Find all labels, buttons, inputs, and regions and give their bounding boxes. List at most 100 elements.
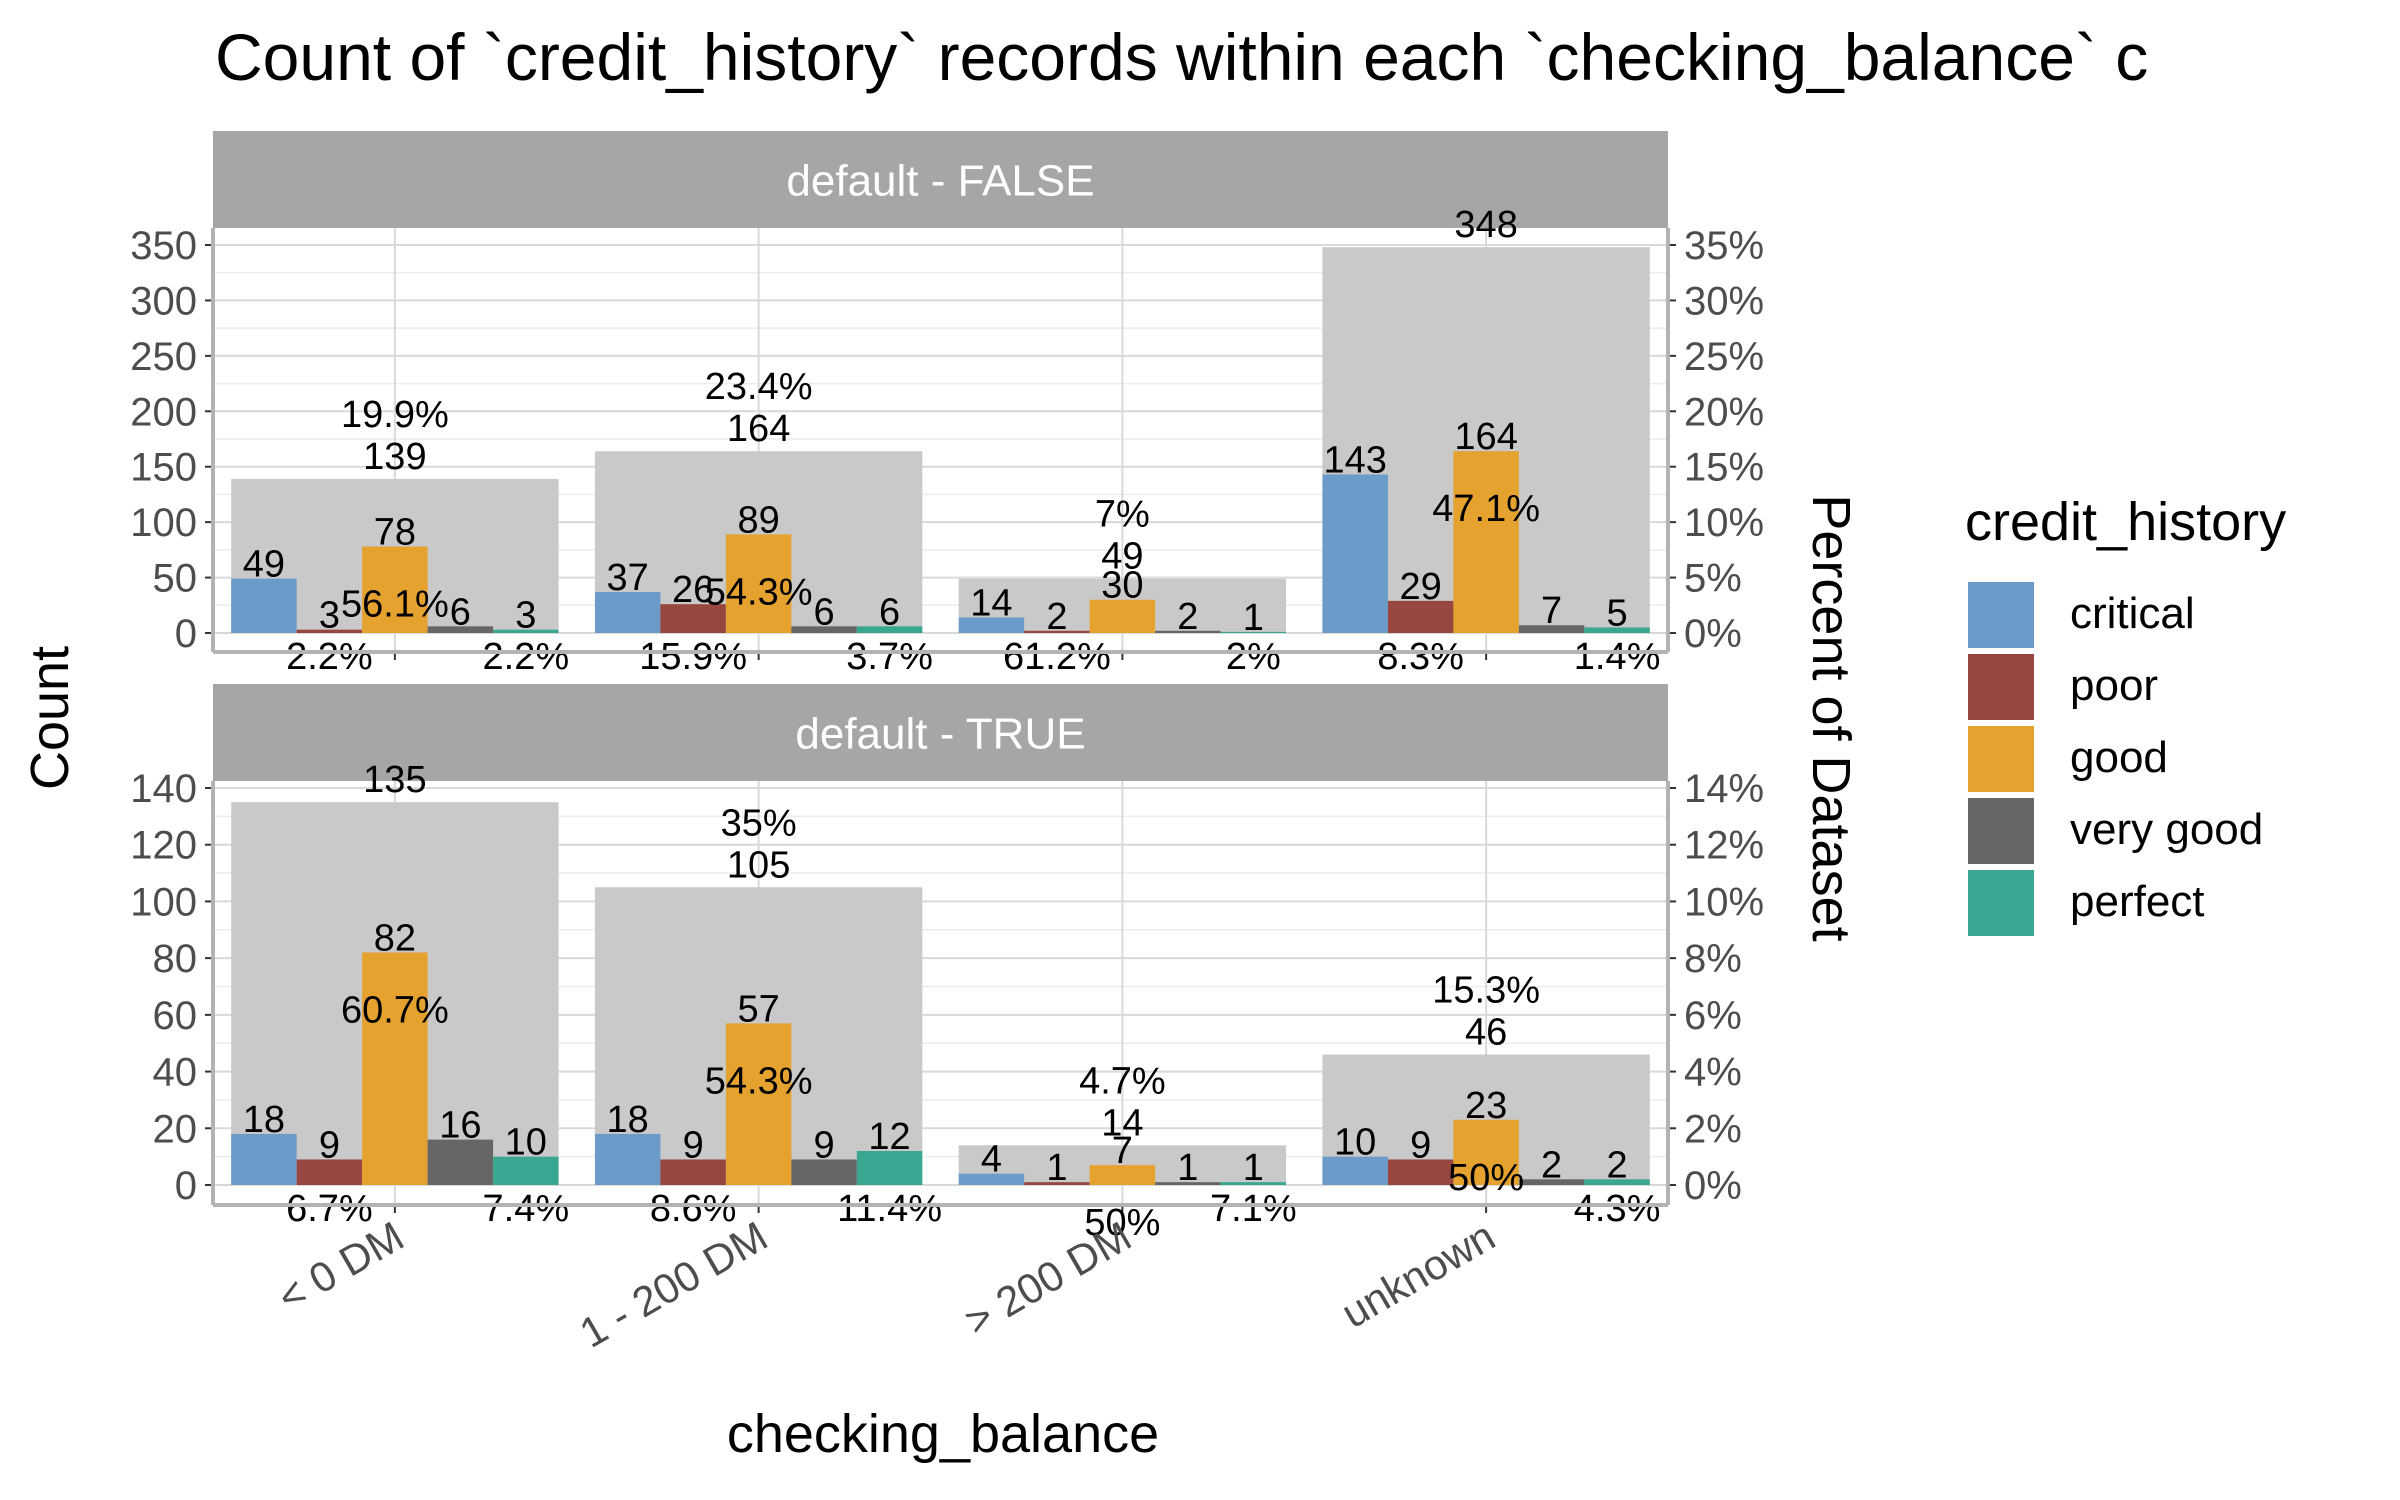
bar-very-good-0-dm bbox=[427, 1139, 494, 1185]
y-axis-label: Count bbox=[20, 646, 80, 790]
bar-count-label: 37 bbox=[607, 557, 649, 599]
y2-tick-label: 12% bbox=[1684, 824, 1764, 868]
bar-critical-1-200-dm bbox=[594, 1133, 661, 1185]
y-tick-label: 60 bbox=[153, 994, 198, 1038]
bar-percent-label: 54.3% bbox=[705, 571, 813, 613]
total-percent-label: 15.3% bbox=[1432, 970, 1540, 1012]
bar-count-label: 7 bbox=[1541, 590, 1562, 632]
bar-count-label: 29 bbox=[1400, 566, 1442, 608]
legend-item-critical: critical bbox=[1968, 582, 2195, 648]
total-percent-label: 4.7% bbox=[1079, 1060, 1166, 1102]
total-percent-label: 23.4% bbox=[705, 366, 813, 408]
bar-percent-label: 56.1% bbox=[341, 584, 449, 626]
bar-count-label: 9 bbox=[683, 1124, 704, 1166]
bar-good-unknown bbox=[1453, 1119, 1519, 1185]
bar-count-label: 6 bbox=[879, 591, 900, 633]
y-tick-label: 300 bbox=[130, 279, 197, 323]
y-tick-label: 150 bbox=[130, 446, 197, 490]
y-tick-label: 20 bbox=[153, 1107, 198, 1151]
total-count-label: 164 bbox=[727, 408, 790, 450]
panel-default-true: default - TRUE 0 0% 20 2% 40 4% 60 6% 80 8% 100 10% 1… bbox=[130, 684, 1764, 1244]
y2-tick-label: 20% bbox=[1684, 390, 1764, 434]
bar-count-label: 164 bbox=[1454, 416, 1517, 458]
legend-item-perfect: perfect bbox=[1968, 870, 2205, 936]
bars bbox=[231, 247, 1650, 633]
panel-strip bbox=[213, 684, 1668, 781]
legend-item-poor: poor bbox=[1968, 654, 2158, 720]
total-count-label: 135 bbox=[363, 759, 426, 801]
bar-critical-unknown bbox=[1322, 1156, 1388, 1185]
legend-item-very-good: very good bbox=[1968, 798, 2263, 864]
y-tick-label: 50 bbox=[153, 557, 198, 601]
total-percent-label: 19.9% bbox=[341, 394, 449, 436]
legend-swatch bbox=[1968, 798, 2034, 864]
y-tick-label: 350 bbox=[130, 224, 197, 268]
bar-very-good-unknown bbox=[1518, 1179, 1585, 1185]
bar-count-label: 3 bbox=[515, 595, 536, 637]
bar-count-label: 3 bbox=[319, 595, 340, 637]
legend-label: critical bbox=[2070, 589, 2195, 638]
panel-strip bbox=[213, 131, 1668, 228]
bar-count-label: 9 bbox=[814, 1124, 835, 1166]
y-tick-label: 100 bbox=[130, 501, 197, 545]
bar-perfect-200-dm bbox=[1220, 631, 1287, 633]
bar-count-label: 16 bbox=[439, 1105, 481, 1147]
bar-perfect-1-200-dm bbox=[856, 626, 923, 633]
legend-swatch bbox=[1968, 726, 2034, 792]
y-tick-label: 80 bbox=[153, 937, 198, 981]
bar-count-label: 9 bbox=[319, 1124, 340, 1166]
legend: critical poor good very good perfect bbox=[1968, 582, 2263, 936]
y2-tick-label: 2% bbox=[1684, 1107, 1742, 1151]
bar-poor-0-dm bbox=[296, 629, 363, 633]
y-tick-label: 250 bbox=[130, 335, 197, 379]
y-tick-label: 0 bbox=[175, 612, 197, 656]
bar-percent-label: 8.6% bbox=[650, 1188, 737, 1230]
bar-poor-1-200-dm bbox=[660, 1159, 726, 1185]
bar-poor-0-dm bbox=[296, 1159, 363, 1185]
bar-good-0-dm bbox=[362, 546, 428, 633]
bar-percent-label: 54.3% bbox=[705, 1060, 813, 1102]
bar-good-unknown bbox=[1453, 451, 1519, 633]
bar-count-label: 1 bbox=[1243, 1147, 1264, 1189]
bar-count-label: 30 bbox=[1101, 565, 1143, 607]
bar-percent-label: 8.3% bbox=[1377, 636, 1464, 678]
bar-count-label: 4 bbox=[981, 1139, 1002, 1181]
bar-perfect-0-dm bbox=[493, 629, 559, 633]
y2-tick-label: 30% bbox=[1684, 279, 1764, 323]
bar-critical-unknown bbox=[1322, 474, 1388, 633]
bar-count-label: 78 bbox=[374, 512, 416, 554]
total-count-label: 139 bbox=[363, 436, 426, 478]
bar-percent-label: 6.7% bbox=[286, 1188, 373, 1230]
legend-label: poor bbox=[2070, 661, 2158, 710]
total-count-label: 49 bbox=[1101, 536, 1143, 578]
legend-title: credit_history bbox=[1965, 492, 2286, 552]
bar-percent-label: 50% bbox=[1448, 1157, 1524, 1199]
y2-tick-label: 15% bbox=[1684, 446, 1764, 490]
bar-count-label: 23 bbox=[1465, 1085, 1507, 1127]
bar-count-label: 18 bbox=[243, 1099, 285, 1141]
total-count-label: 14 bbox=[1101, 1102, 1143, 1144]
bar-perfect-0-dm bbox=[493, 1156, 559, 1185]
bar-poor-200-dm bbox=[1024, 630, 1090, 633]
x-tick-labels: < 0 DM 1 - 200 DM > 200 DM unknown bbox=[270, 1212, 1503, 1357]
bar-count-label: 1 bbox=[1243, 597, 1264, 639]
bar-very-good-1-200-dm bbox=[791, 626, 857, 633]
bar-count-label: 14 bbox=[970, 582, 1012, 624]
bar-count-label: 18 bbox=[607, 1099, 649, 1141]
bar-very-good-200-dm bbox=[1155, 1182, 1221, 1185]
y2-tick-label: 5% bbox=[1684, 557, 1742, 601]
bar-good-1-200-dm bbox=[725, 1023, 792, 1185]
bar-percent-label: 2.2% bbox=[483, 636, 570, 678]
legend-label: very good bbox=[2070, 805, 2263, 854]
bar-percent-label: 3.7% bbox=[846, 636, 933, 678]
bar-percent-label: 15.9% bbox=[639, 636, 747, 678]
bar-count-label: 12 bbox=[868, 1116, 910, 1158]
bar-count-label: 7 bbox=[1112, 1130, 1133, 1172]
x-tick-label-unknown: unknown bbox=[1334, 1212, 1503, 1337]
panel-strip-label: default - TRUE bbox=[795, 710, 1085, 759]
y2-tick-label: 35% bbox=[1684, 224, 1764, 268]
x-axis-label: checking_balance bbox=[727, 1404, 1159, 1464]
bar-critical-200-dm bbox=[958, 617, 1025, 633]
